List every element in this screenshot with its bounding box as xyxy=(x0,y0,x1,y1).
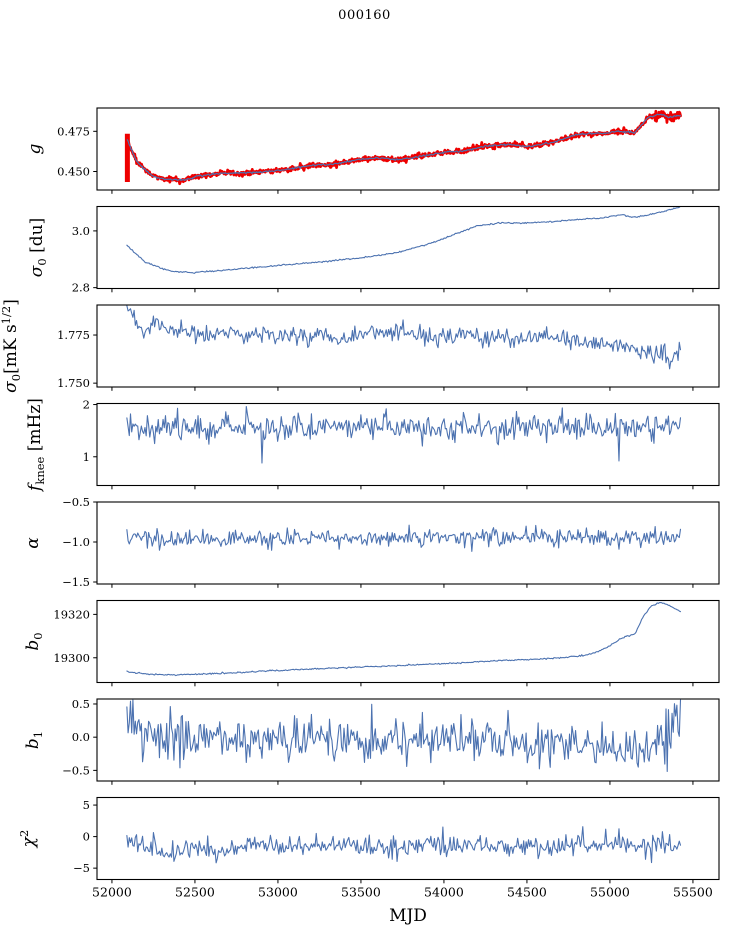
x-tick-label: 54000 xyxy=(424,885,464,900)
y-axis-title-alpha: α xyxy=(23,537,43,549)
y-axis-title-chi2: χ2 xyxy=(17,830,39,849)
y-tick-label: 1 xyxy=(83,450,90,464)
panel-frame xyxy=(96,698,720,782)
y-axis-title-b1: b1 xyxy=(23,731,45,749)
series-fknee-line xyxy=(126,405,682,464)
y-tick-label: −5 xyxy=(73,861,90,875)
y-tick-label: −0.5 xyxy=(62,495,90,509)
series-g-raw-blue xyxy=(126,113,682,182)
panel-b0: 19300 19320 b0 xyxy=(23,599,720,687)
y-tick-label: 0.5 xyxy=(72,697,90,711)
x-axis-title: MJD xyxy=(389,906,427,926)
y-tick-label: 3.0 xyxy=(72,224,90,238)
y-axis-title-sigma0-du: σ0 [du] xyxy=(27,218,49,277)
y-tick-label: 19300 xyxy=(53,651,90,665)
x-tick-label: 53000 xyxy=(258,885,298,900)
y-axis-title-b0: b0 xyxy=(23,632,45,650)
x-tick-label: 55000 xyxy=(590,885,630,900)
series-sigma0-mk-line xyxy=(126,305,682,370)
y-tick-label: 0.450 xyxy=(57,165,90,179)
y-tick-label: −1.5 xyxy=(62,575,90,589)
y-axis-title-g: g xyxy=(25,143,45,154)
y-tick-label: 5 xyxy=(83,798,90,812)
panel-frame xyxy=(96,205,720,290)
panel-chi2: 52000 52500 53000 53500 54000 54500 55000 55500… xyxy=(17,796,720,900)
panel-alpha: −1.5 −1.0 −0.5 α xyxy=(23,495,720,589)
y-tick-label: 0.0 xyxy=(72,730,90,744)
panel-g: 0.450 0.475 g xyxy=(25,107,720,194)
y-tick-label: 0 xyxy=(83,830,90,844)
y-tick-label: 2 xyxy=(83,398,90,412)
panel-fknee: 1 2 fknee [mHz] xyxy=(25,398,720,493)
y-tick-label: −0.5 xyxy=(62,763,90,777)
panel-sigma0-du: 2.8 3.0 σ0 [du] xyxy=(27,205,720,295)
series-chi2-line xyxy=(126,826,682,864)
series-sigma0-du-line xyxy=(126,206,681,274)
series-alpha-line xyxy=(126,524,682,552)
y-tick-label: 2.8 xyxy=(72,281,90,295)
panel-frame xyxy=(96,501,720,585)
panel-frame xyxy=(96,599,720,684)
x-tick-label: 52500 xyxy=(175,885,215,900)
panel-frame xyxy=(96,402,720,487)
x-tick-label: 54500 xyxy=(507,885,547,900)
y-tick-label: 19320 xyxy=(53,607,90,621)
y-tick-label: 1.750 xyxy=(57,376,90,390)
y-tick-label: −1.0 xyxy=(62,535,90,549)
series-g-fit-red xyxy=(125,109,682,186)
y-tick-label: 1.775 xyxy=(57,328,90,342)
series-b0-line xyxy=(126,602,682,677)
series-b1-line xyxy=(126,699,682,773)
panel-frame xyxy=(96,107,720,191)
x-tick-label: 55500 xyxy=(673,885,713,900)
y-axis-title-sigma0-mk: σ0[mK s1/2] xyxy=(0,299,23,393)
y-tick-label: 0.475 xyxy=(57,124,90,138)
panel-frame xyxy=(96,304,720,388)
x-tick-label: 53500 xyxy=(341,885,381,900)
panel-sigma0-mk: 1.750 1.775 σ0[mK s1/2] xyxy=(0,299,720,393)
panel-b1: −0.5 0.0 0.5 b1 xyxy=(23,697,720,785)
y-axis-title-fknee: fknee [mHz] xyxy=(25,398,47,493)
figure-title: 000160 xyxy=(338,8,391,23)
x-tick-label: 52000 xyxy=(92,885,132,900)
panel-frame xyxy=(96,796,720,881)
